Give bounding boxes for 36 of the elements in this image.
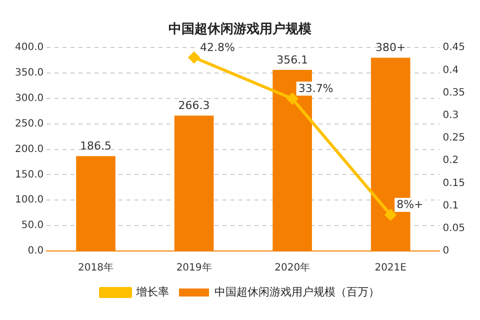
legend-label: 中国超休闲游戏用户规模（百万） [214,285,380,298]
y2-tick-label: 0.2 [442,155,459,166]
data-label: 42.8% [200,40,235,54]
data-label: 380+ [375,41,406,54]
y-tick-label: 400.0 [14,42,44,54]
y-tick-label: 150.0 [14,169,44,180]
y2-tick-label: 0.45 [442,42,465,54]
y2-tick-label: 0.25 [442,132,465,144]
y-tick-label: 250.0 [14,118,44,130]
data-label: 356.1 [276,53,308,66]
y2-tick-label: 0.35 [442,87,465,98]
point [286,93,298,104]
y-tick-label: 300.0 [14,93,44,104]
y2-tick-label: 0.15 [442,178,465,189]
x-tick-label: 2021E [374,262,406,274]
y-tick-label: 100.0 [14,194,44,206]
data-label: 33.7% [298,82,334,96]
x-tick-label: 2018年 [78,262,114,274]
data-label: 186.5 [80,140,112,153]
y-tick-label: 50.0 [21,220,44,232]
y2-tick-label: 0.4 [442,64,459,76]
x-tick-label: 2020年 [274,262,310,274]
y-tick-label: 350.0 [14,68,44,79]
x-tick-label: 2019年 [176,262,212,274]
chart-title: 中国超休闲游戏用户规模 [168,21,312,38]
legend-label: 增长率 [135,285,169,298]
y2-tick-label: 0.1 [442,200,459,212]
data-label: 266.3 [178,98,210,112]
y-tick-label: 0.0 [28,246,44,257]
point [385,209,396,220]
y2-tick-label: 0.05 [442,222,465,234]
y-tick-label: 200.0 [14,144,44,155]
point [188,52,200,64]
y2-tick-label: 0 [442,246,450,257]
y2-tick-label: 0.3 [442,110,459,121]
data-label: 8%+ [396,198,424,212]
